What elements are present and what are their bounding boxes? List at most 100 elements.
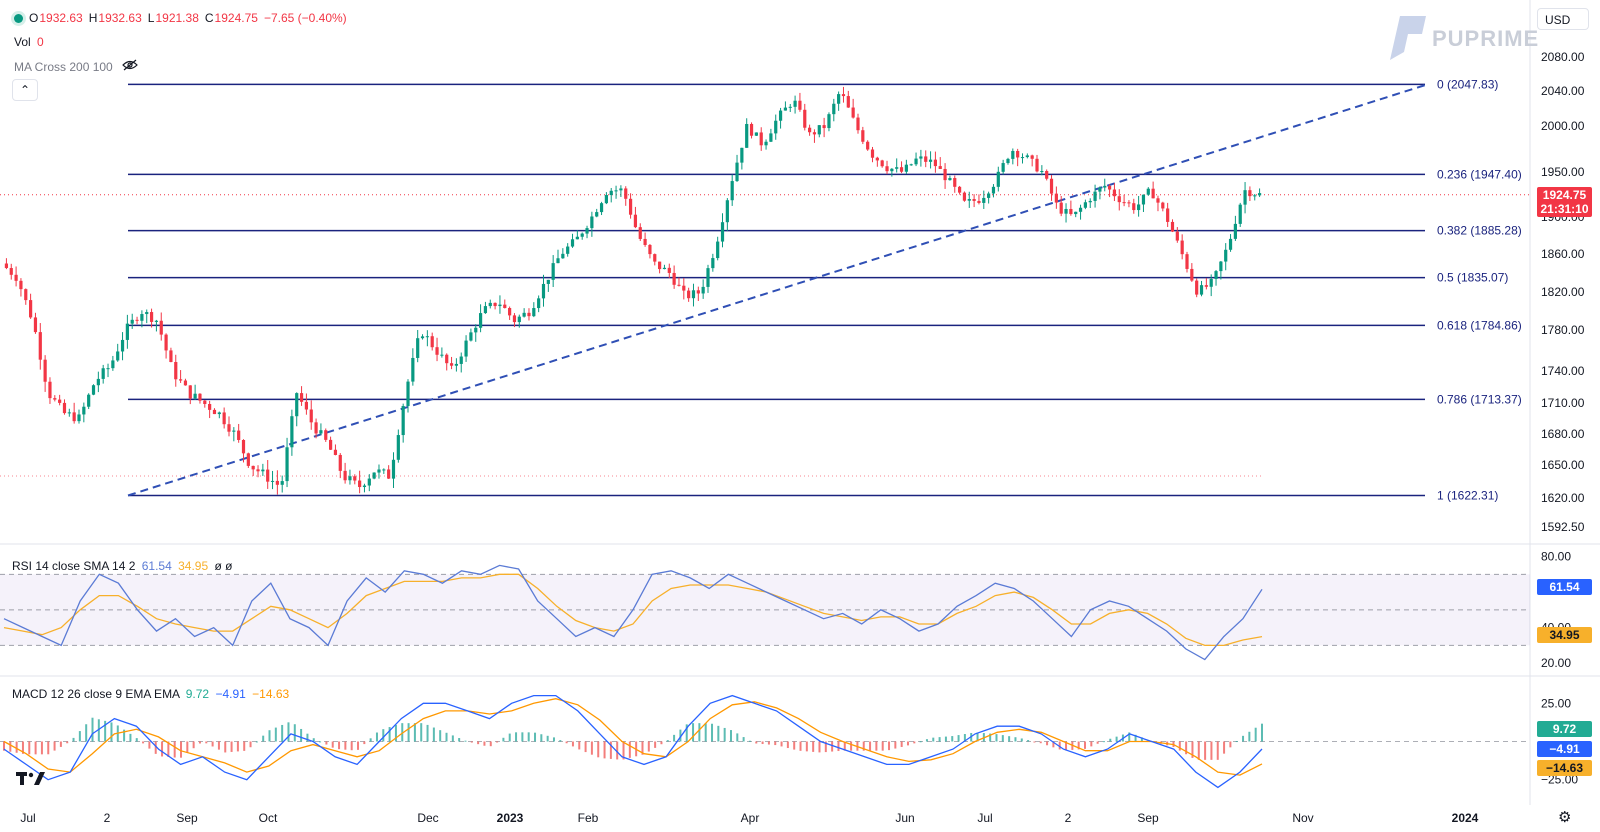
fib-level-label: 0 (2047.83) — [1437, 77, 1498, 91]
rsi-legend[interactable]: RSI 14 close SMA 14 2 61.54 34.95 ø ø — [12, 559, 233, 573]
macd-histogram-bar — [224, 741, 227, 753]
macd-histogram-bar — [464, 740, 467, 742]
candle-body — [29, 300, 33, 318]
macd-histogram-bar — [407, 723, 410, 742]
candle-body — [948, 178, 952, 181]
macd-histogram-bar — [679, 729, 682, 742]
macd-histogram-bar — [34, 741, 37, 755]
candle-body — [1001, 163, 1005, 172]
macd-histogram-bar — [951, 736, 954, 742]
candle-body — [1098, 187, 1102, 192]
candle-body — [241, 439, 246, 454]
candle-body — [1103, 185, 1107, 188]
candle-body — [1117, 196, 1121, 203]
macd-histogram-bar — [578, 741, 581, 750]
macd-histogram-bar — [148, 741, 151, 749]
macd-histogram-bar — [1096, 741, 1099, 744]
settings-gear-icon[interactable]: ⚙ — [1558, 809, 1572, 826]
macd-histogram-bar — [963, 734, 966, 742]
x-tick-label: 2 — [1065, 811, 1072, 825]
candle-body — [914, 158, 918, 165]
macd-histogram-bar — [1109, 738, 1112, 742]
macd-histogram-bar — [660, 741, 663, 745]
candle-body — [1141, 194, 1146, 205]
macd-line — [3, 694, 1263, 789]
candle-body — [232, 430, 236, 432]
macd-histogram-bar — [262, 735, 265, 742]
candle-body — [754, 132, 758, 136]
macd-histogram-bar — [590, 741, 593, 755]
macd-histogram-bar — [1090, 741, 1093, 747]
candle-body — [522, 312, 526, 317]
candle-body — [1233, 223, 1237, 239]
macd-histogram-bar — [527, 732, 530, 742]
candle-body — [96, 378, 100, 386]
candle-body — [1199, 285, 1204, 295]
y-tick-label: 1860.00 — [1541, 247, 1585, 261]
macd-histogram-bar — [1223, 741, 1226, 754]
macd-histogram-bar — [723, 727, 726, 742]
candle-body — [817, 125, 821, 135]
candle-body — [861, 130, 865, 142]
macd-histogram-bar — [85, 724, 88, 742]
candle-body — [745, 123, 749, 148]
candle-body — [957, 186, 962, 193]
candle-body — [803, 109, 807, 128]
candle-body — [324, 430, 328, 440]
candle-body — [14, 274, 18, 281]
macd-histogram-bar — [104, 720, 107, 742]
macd-histogram-bar — [508, 733, 511, 742]
candle-body — [1238, 204, 1242, 224]
macd-histogram-bar — [729, 730, 732, 742]
candle-body — [62, 402, 67, 414]
macd-histogram-bar — [1197, 741, 1200, 760]
macd-hist-badge: 9.72 — [1537, 721, 1592, 737]
candle-body — [595, 212, 599, 217]
macd-histogram-bar — [1058, 741, 1061, 750]
candle-body — [416, 338, 420, 358]
macd-histogram-bar — [21, 741, 24, 754]
candle-body — [1127, 202, 1131, 204]
candle-body — [362, 485, 367, 488]
candle-body — [222, 412, 226, 425]
candle-body — [1219, 261, 1223, 272]
macd-histogram-bar — [281, 724, 284, 742]
collapse-legend-button[interactable]: ⌃ — [12, 79, 38, 101]
puprime-logo-text: PUPRIME — [1432, 26, 1540, 51]
candle-body — [982, 197, 986, 203]
candle-body — [701, 286, 705, 294]
macd-histogram-bar — [925, 739, 928, 742]
candle-body — [967, 199, 971, 201]
candle-body — [135, 319, 139, 321]
rsi-value-badge: 61.54 — [1537, 579, 1592, 595]
candle-body — [91, 385, 96, 395]
candle-body — [48, 381, 52, 399]
volume-legend[interactable]: Vol 0 — [14, 35, 44, 49]
macd-histogram-bar — [369, 738, 372, 742]
macd-legend[interactable]: MACD 12 26 close 9 EMA EMA 9.72 −4.91 −1… — [12, 687, 290, 701]
currency-select[interactable]: USD — [1537, 8, 1589, 30]
x-tick-label: Jul — [977, 811, 992, 825]
eye-hidden-icon[interactable] — [122, 59, 138, 74]
candle-body — [266, 469, 270, 482]
macd-histogram-bar — [477, 741, 480, 745]
macd-histogram-bar — [1261, 723, 1263, 742]
candle-body — [193, 393, 197, 399]
macd-histogram-bar — [1046, 741, 1049, 746]
candle-body — [822, 125, 826, 129]
candle-body — [261, 469, 265, 472]
candle-body — [1224, 249, 1228, 262]
tradingview-logo-icon[interactable] — [16, 770, 46, 791]
candle-body — [382, 469, 386, 471]
macd-signal-value: −14.63 — [252, 687, 290, 701]
candle-body — [672, 272, 676, 285]
macd-histogram-bar — [571, 741, 574, 747]
y-tick-label: 1820.00 — [1541, 285, 1585, 299]
macd-histogram-bar — [799, 741, 802, 751]
candle-body — [188, 385, 192, 399]
macd-histogram-bar — [780, 741, 783, 747]
macd-histogram-bar — [28, 741, 31, 755]
rsi-line — [3, 564, 1263, 661]
ma-cross-legend[interactable]: MA Cross 200 100 — [14, 59, 138, 74]
